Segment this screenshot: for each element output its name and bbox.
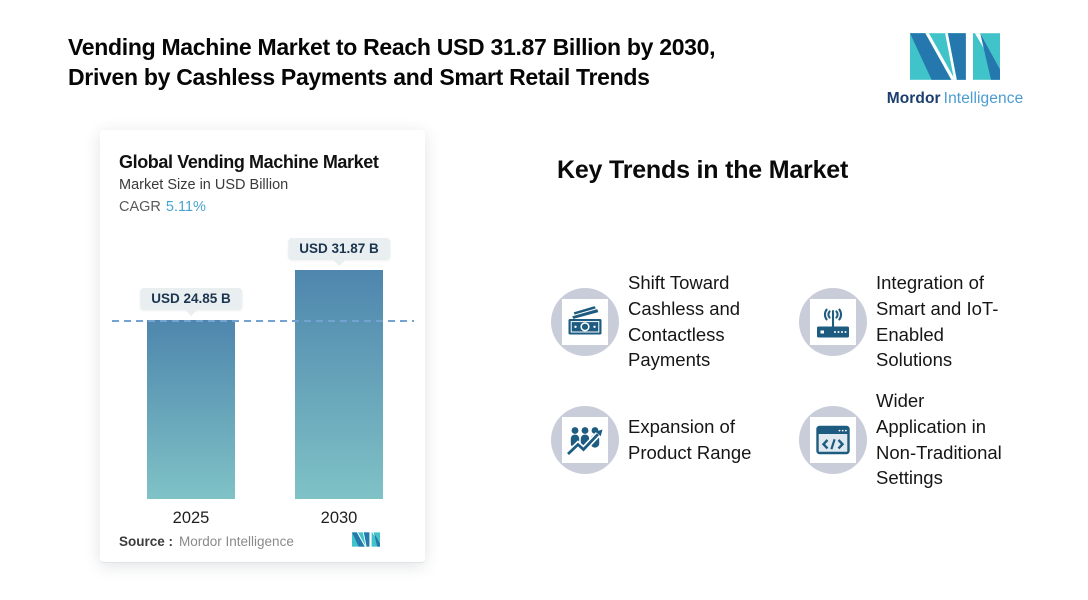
bar-2030	[295, 270, 383, 499]
trend-icon-circle	[799, 405, 867, 474]
trend-text: Shift Toward Cashless and Contactless Pa…	[628, 272, 741, 371]
brand-name-light: Intelligence	[943, 90, 1024, 107]
bar-value-callout: USD 31.87 B	[288, 238, 390, 260]
trend-item-cashless-payments: Shift Toward Cashless and Contactless Pa…	[551, 270, 740, 373]
cash-banknote-icon	[562, 298, 608, 345]
trend-item-product-range: Expansion of Product Range	[551, 406, 751, 474]
trend-item-smart-iot: Integration of Smart and IoT- Enabled So…	[799, 270, 998, 373]
people-growth-icon	[562, 417, 608, 463]
chart-cagr: CAGR 5.11%	[119, 199, 206, 215]
trend-text: Integration of Smart and IoT- Enabled So…	[876, 272, 999, 371]
trend-icon-circle	[551, 287, 619, 356]
brand-name-bold: Mordor	[886, 90, 941, 107]
trend-icon-circle	[551, 406, 619, 474]
brand-wordmark: Mordor Intelligence	[870, 90, 1040, 108]
chart-title: Global Vending Machine Market	[119, 152, 379, 172]
chart-subtitle: Market Size in USD Billion	[119, 177, 289, 193]
cagr-value: 5.11%	[165, 199, 206, 215]
mordor-intelligence-mini-logo-icon	[352, 532, 380, 547]
bar-2025	[147, 320, 235, 499]
trend-icon-circle	[799, 287, 867, 356]
market-chart-card: Global Vending Machine Market Market Siz…	[100, 130, 425, 563]
bar-value-callout: USD 24.85 B	[140, 288, 242, 310]
cagr-label: CAGR	[119, 199, 161, 215]
trend-text: Expansion of Product Range	[628, 416, 752, 463]
brand-logo: Mordor Intelligence	[870, 33, 1040, 108]
iot-router-icon	[810, 298, 856, 345]
source-label: Source :	[119, 534, 174, 549]
bar-chart: USD 24.85 B 2025 USD 31.87 B 2030	[100, 130, 425, 562]
code-window-icon	[810, 416, 856, 463]
reference-dashed-line	[112, 320, 414, 322]
trends-section-title: Key Trends in the Market	[557, 156, 849, 184]
source-row: Source : Mordor Intelligence	[119, 534, 294, 549]
trend-item-non-traditional: Wider Application in Non-Traditional Set…	[799, 388, 1002, 491]
trend-text: Wider Application in Non-Traditional Set…	[876, 390, 1002, 489]
mordor-intelligence-logo-icon	[910, 33, 1000, 80]
axis-label-2025: 2025	[172, 509, 210, 527]
axis-label-2030: 2030	[320, 509, 358, 527]
page-title: Vending Machine Market to Reach USD 31.8…	[68, 34, 716, 90]
source-value: Mordor Intelligence	[179, 534, 294, 549]
